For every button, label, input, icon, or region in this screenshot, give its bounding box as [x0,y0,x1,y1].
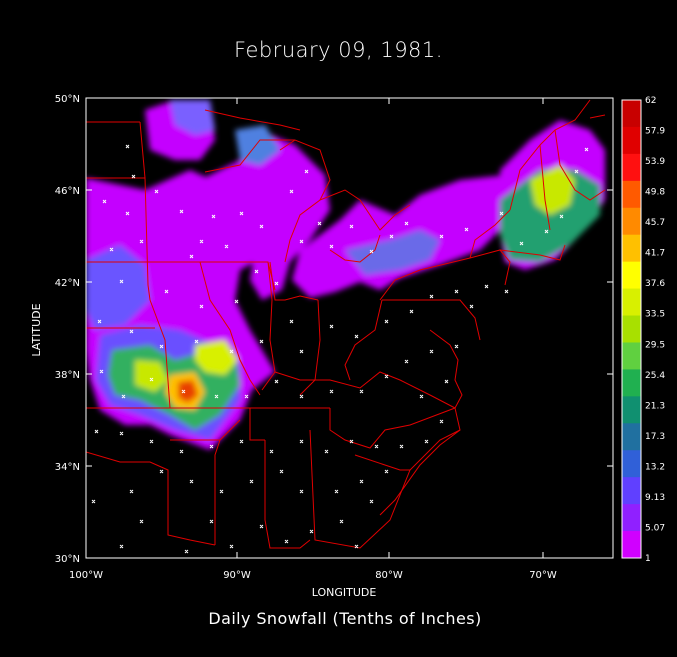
colorbar-label: 21.3 [645,401,665,411]
colorbar-swatch [622,126,641,155]
plot-frame [85,97,614,559]
colorbar-swatch [622,261,641,290]
colorbar-label: 53.9 [645,157,665,167]
colorbar-label: 37.6 [645,279,665,289]
colorbar-swatch [622,342,641,370]
colorbar-swatch [622,504,641,532]
colorbar-label: 49.8 [645,188,665,198]
colorbar-swatch [622,153,641,182]
x-tick-label: 80°W [375,570,403,581]
colorbar-swatch [622,315,641,343]
y-tick-label: 34°N [55,462,80,473]
colorbar: 62 57.9 53.9 49.8 45.7 41.7 37.6 33.5 29.5 25.4 21… [621,96,665,564]
colorbar-swatch [622,207,641,236]
colorbar-swatch [622,477,641,505]
y-tick-label: 30°N [55,554,80,565]
colorbar-label: 17.3 [645,432,665,442]
colorbar-swatch [622,423,641,451]
colorbar-label: 45.7 [645,218,665,228]
colorbar-label: 25.4 [645,371,665,381]
colorbar-swatch [622,180,641,209]
colorbar-label: 57.9 [645,127,665,137]
colorbar-frame [621,99,642,559]
colorbar-label: 33.5 [645,310,665,320]
bottom-title: Daily Snowfall (Tenths of Inches) [208,609,482,628]
colorbar-label: 29.5 [645,340,665,350]
y-axis-label: LATITUDE [30,303,43,356]
tick-marks [85,97,613,559]
colorbar-label: 1 [645,554,651,564]
y-tick-label: 50°N [55,94,80,105]
state-boundaries [86,99,606,549]
y-tick-label: 38°N [55,370,80,381]
colorbar-swatch [622,100,641,128]
colorbar-label: 9.13 [645,493,665,503]
colorbar-swatch [622,531,641,559]
x-tick-label: 70°W [529,570,557,581]
x-tick-label: 90°W [223,570,251,581]
colorbar-swatch [622,288,641,317]
colorbar-swatch [622,234,641,263]
x-axis-label: LONGITUDE [312,586,377,599]
station-markers [91,144,589,554]
colorbar-swatch [622,369,641,397]
y-tick-label: 42°N [55,278,80,289]
colorbar-label: 13.2 [645,462,665,472]
colorbar-swatch [622,396,641,424]
colorbar-label: 5.07 [645,523,665,533]
colorbar-label: 62 [645,96,656,106]
x-tick-label: 100°W [69,570,103,581]
y-tick-label: 46°N [55,186,80,197]
colorbar-label: 41.7 [645,249,665,259]
snowfall-field [86,100,605,450]
map-title: February 09, 1981. [234,38,443,62]
colorbar-swatch [622,450,641,478]
